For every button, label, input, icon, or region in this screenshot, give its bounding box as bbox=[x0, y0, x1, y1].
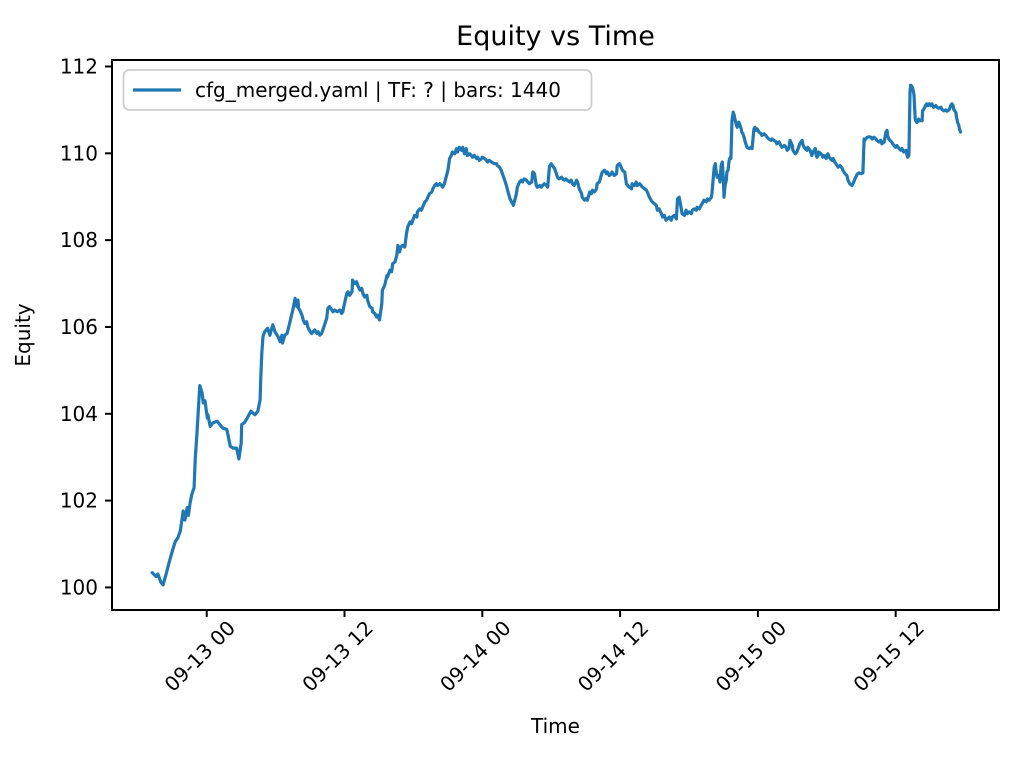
x-axis-ticks: 09-13 00 09-13 12 09-14 00 09-14 12 09-15 00… bbox=[160, 610, 929, 696]
equity-line-series bbox=[150, 83, 963, 587]
y-axis-ticks: 100 102 104 106 108 110 112 bbox=[60, 55, 112, 599]
x-tick-label: 09-15 00 bbox=[711, 616, 792, 697]
y-tick-label: 112 bbox=[60, 55, 98, 79]
plot-area bbox=[111, 59, 1000, 611]
y-axis-label: Equity bbox=[11, 303, 35, 366]
legend: cfg_merged.yaml | TF: ? | bars: 1440 bbox=[122, 69, 593, 111]
legend-label: cfg_merged.yaml | TF: ? | bars: 1440 bbox=[195, 78, 561, 102]
y-tick-label: 108 bbox=[60, 228, 98, 252]
x-tick-label: 09-14 12 bbox=[573, 616, 654, 697]
y-tick-label: 110 bbox=[60, 141, 98, 165]
x-tick-label: 09-15 12 bbox=[848, 616, 929, 697]
x-tick-label: 09-14 00 bbox=[435, 616, 516, 697]
x-tick-label: 09-13 12 bbox=[297, 616, 378, 697]
x-axis-label: Time bbox=[530, 714, 580, 738]
y-tick-label: 100 bbox=[60, 575, 98, 599]
chart-title: Equity vs Time bbox=[456, 21, 655, 52]
y-tick-label: 102 bbox=[60, 489, 98, 513]
x-tick-label: 09-13 00 bbox=[160, 616, 241, 697]
y-tick-label: 104 bbox=[60, 402, 98, 426]
y-tick-label: 106 bbox=[60, 315, 98, 339]
legend-frame bbox=[122, 69, 593, 111]
